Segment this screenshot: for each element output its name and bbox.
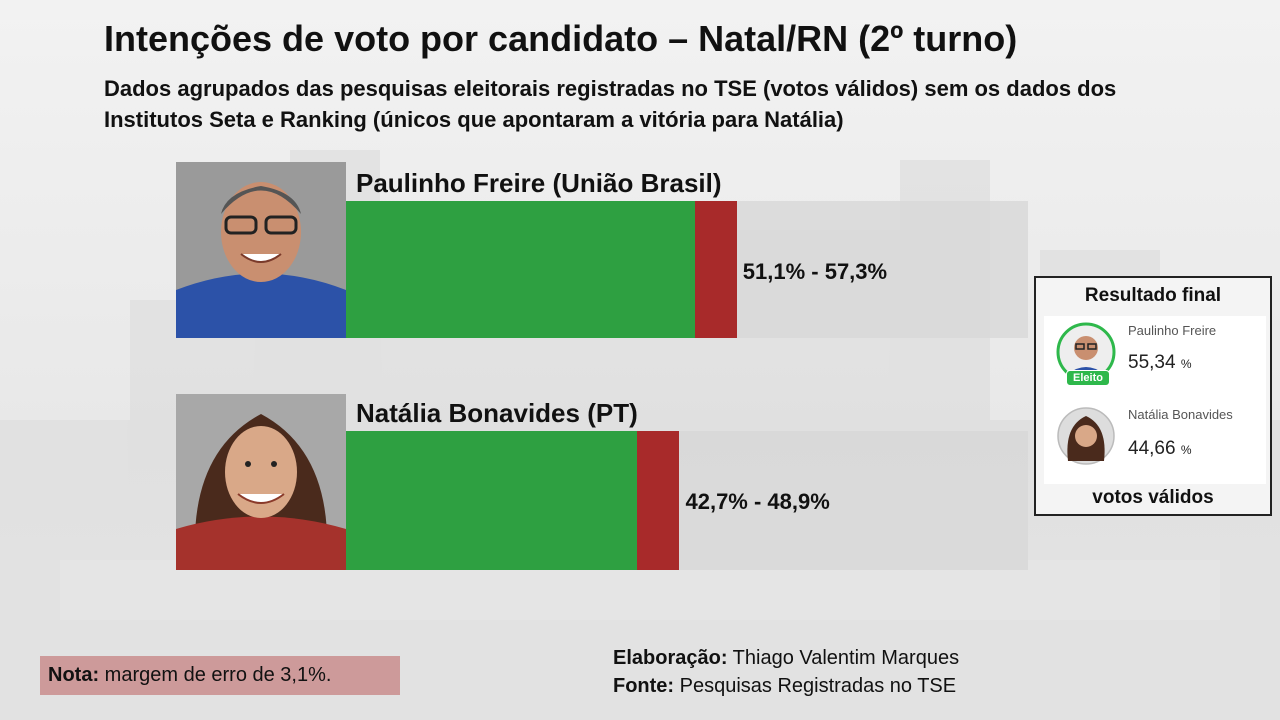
bar-label-natalia: 42,7% - 48,9% [685,489,830,514]
bar-base-natalia [346,431,638,570]
chart-subtitle: Dados agrupados das pesquisas eleitorais… [104,76,1117,132]
result-name-natalia: Natália Bonavides [1128,407,1233,422]
chart-title: Intenções de voto por candidato – Natal/… [104,18,1018,59]
result-pct-natalia: 44,66 % [1128,438,1192,459]
credits-elaboration: Elaboração: Thiago Valentim Marques [613,647,960,669]
final-result-card: Eleito Paulinho Freire 55,34 % Natália B… [1044,316,1266,484]
final-result-title: Resultado final [1084,285,1222,306]
bar-range-natalia [637,431,680,570]
elected-badge: Eleito [1066,370,1110,386]
bar-range-paulinho [694,201,737,338]
result-name-paulinho: Paulinho Freire [1128,323,1217,338]
credits: Elaboração: Thiago Valentim Marques Font… [613,644,959,700]
candidate-name-natalia: Natália Bonavides (PT) [356,398,638,428]
candidate-photo-paulinho [176,162,346,338]
final-result-panel: Resultado final Eleito Paulinho Freire 5… [1034,276,1272,516]
bar-track-paulinho [346,201,1028,338]
margin-of-error-note: Nota: margem de erro de 3,1%. [40,656,400,695]
final-result-footer: votos válidos [1092,487,1214,508]
bar-base-paulinho [346,201,695,338]
bar-label-paulinho: 51,1% - 57,3% [742,259,888,284]
candidate-photo-natalia [176,394,346,570]
avatar-natalia [1057,407,1115,465]
bar-track-natalia [346,431,1028,570]
candidate-name-paulinho: Paulinho Freire (União Brasil) [356,168,722,198]
result-pct-paulinho: 55,34 % [1128,352,1192,373]
credits-source: Fonte: Pesquisas Registradas no TSE [613,675,957,697]
